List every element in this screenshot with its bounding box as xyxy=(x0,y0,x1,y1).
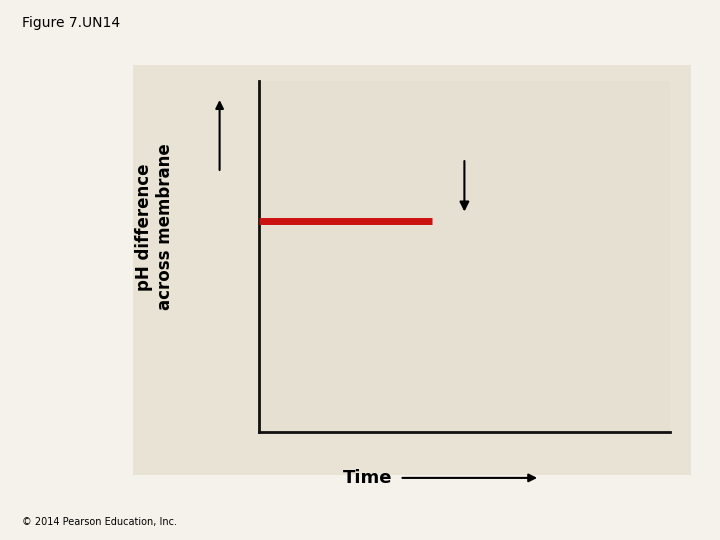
Text: pH difference
across membrane: pH difference across membrane xyxy=(135,144,174,310)
Text: © 2014 Pearson Education, Inc.: © 2014 Pearson Education, Inc. xyxy=(22,516,176,526)
Text: Figure 7.UN14: Figure 7.UN14 xyxy=(22,16,120,30)
Text: Time: Time xyxy=(343,469,392,487)
